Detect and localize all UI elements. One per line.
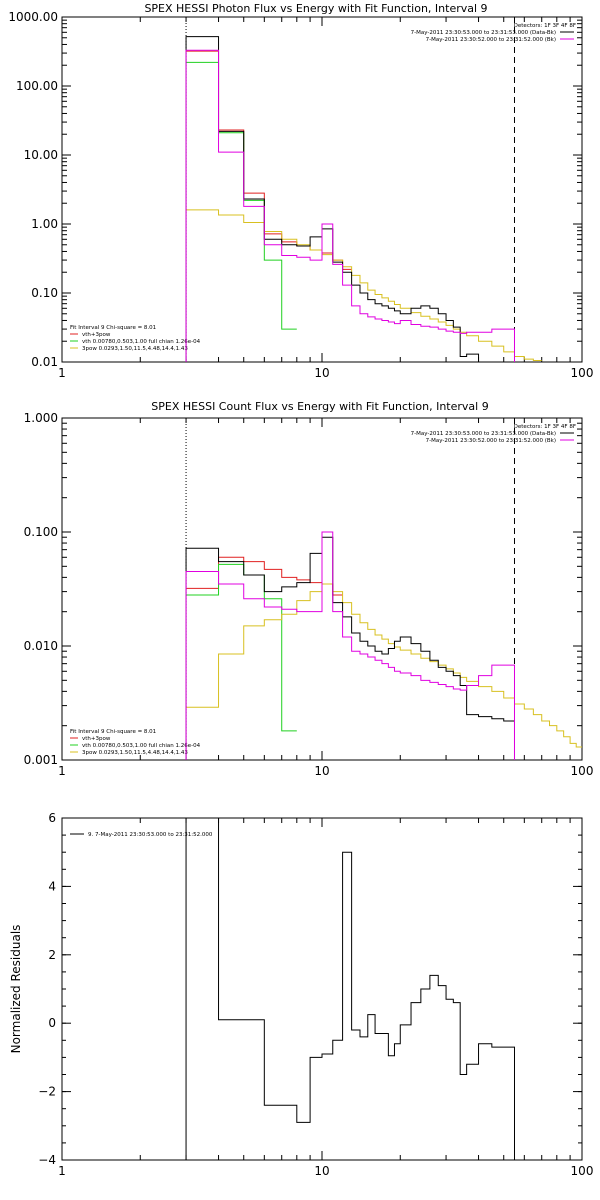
y-axis-label: Normalized Residuals <box>9 925 23 1054</box>
data-series-line <box>185 36 515 363</box>
x-tick-label: 10 <box>314 764 329 778</box>
x-tick-label: 1 <box>58 764 66 778</box>
y-tick-label: 10.00 <box>24 148 58 162</box>
y-tick-label: 2 <box>48 948 56 962</box>
legend-model-entry: vth+3pow <box>82 736 111 742</box>
legend-model-entry: vth+3pow <box>82 332 111 338</box>
y-tick-label: 1.000 <box>24 411 58 425</box>
y-tick-label: 4 <box>48 879 56 893</box>
y-tick-label: 0.010 <box>24 639 58 653</box>
chart-title: SPEX HESSI Photon Flux vs Energy with Fi… <box>144 2 487 15</box>
y-tick-label: 1000.00 <box>8 10 58 24</box>
model-3pow-line <box>186 583 582 748</box>
residuals-panel: Normalized Residuals 9. 7-May-2011 23:30… <box>9 811 593 1178</box>
x-tick-label: 100 <box>571 366 594 380</box>
y-tick-label: 100.00 <box>16 79 58 93</box>
x-tick-label: 100 <box>571 1164 594 1178</box>
y-tick-label: −2 <box>38 1085 56 1099</box>
background-series-line <box>185 531 515 760</box>
legend-vth-entry: vth 0.00780,0.503,1.00 full chian 1.26e-… <box>82 743 201 749</box>
legend-3pow-entry: 3pow 0.0293,1.50,11.5,4.48,14.4,1.43 <box>82 346 188 352</box>
x-tick-label: 10 <box>314 366 329 380</box>
y-tick-label: 1.00 <box>31 217 58 231</box>
y-tick-label: 0.001 <box>24 753 58 767</box>
photon-flux-panel: SPEX HESSI Photon Flux vs Energy with Fi… <box>8 2 593 380</box>
legend-bottom: Fit Interval 9 Chi-square = 8.01 vth+3po… <box>70 729 201 756</box>
background-series-line <box>185 49 515 362</box>
legend-fit-info: Fit Interval 9 Chi-square = 8.01 <box>70 325 156 331</box>
legend-fit-info: Fit Interval 9 Chi-square = 8.01 <box>70 729 156 735</box>
x-tick-label: 1 <box>58 366 66 380</box>
chart-title: SPEX HESSI Count Flux vs Energy with Fit… <box>151 400 488 413</box>
legend-top: Detectors: 1F 3F 4F 8F 7-May-2011 23:30:… <box>411 23 576 43</box>
data-series-line <box>185 817 515 1160</box>
x-tick-label: 1 <box>58 1164 66 1178</box>
legend-detectors: Detectors: 1F 3F 4F 8F <box>514 424 576 430</box>
y-tick-label: −4 <box>38 1153 56 1167</box>
legend-bottom: Fit Interval 9 Chi-square = 8.01 vth+3po… <box>70 325 201 352</box>
legend-detectors: Detectors: 1F 3F 4F 8F <box>514 23 576 29</box>
legend-top: 9. 7-May-2011 23:30:53.000 to 23:31:52.0… <box>70 832 213 838</box>
x-tick-label: 10 <box>314 1164 329 1178</box>
data-series-line <box>185 536 515 760</box>
y-tick-label: 0.100 <box>24 525 58 539</box>
y-tick-label: 6 <box>48 811 56 825</box>
legend-3pow-entry: 3pow 0.0293,1.50,11.5,4.48,14.4,1.43 <box>82 750 188 756</box>
x-tick-label: 100 <box>571 764 594 778</box>
y-tick-label: 0.01 <box>31 355 58 369</box>
y-tick-label: 0.10 <box>31 286 58 300</box>
model-3pow-line <box>186 209 542 362</box>
y-tick-label: 0 <box>48 1016 56 1030</box>
legend-top: Detectors: 1F 3F 4F 8F 7-May-2011 23:30:… <box>411 424 576 444</box>
count-flux-panel: SPEX HESSI Count Flux vs Energy with Fit… <box>24 400 594 778</box>
legend-bk-entry: 7-May-2011 23:30:52.000 to 23:31:52.000 … <box>426 37 556 43</box>
legend-data-entry: 7-May-2011 23:30:53.000 to 23:31:53.000 … <box>411 30 556 36</box>
legend-vth-entry: vth 0.00780,0.503,1.00 full chian 1.26e-… <box>82 339 201 345</box>
legend-bk-entry: 7-May-2011 23:30:52.000 to 23:31:52.000 … <box>426 438 556 444</box>
legend-data-entry: 7-May-2011 23:30:53.000 to 23:31:53.000 … <box>411 431 556 437</box>
legend-resid-entry: 9. 7-May-2011 23:30:53.000 to 23:31:52.0… <box>88 832 213 838</box>
